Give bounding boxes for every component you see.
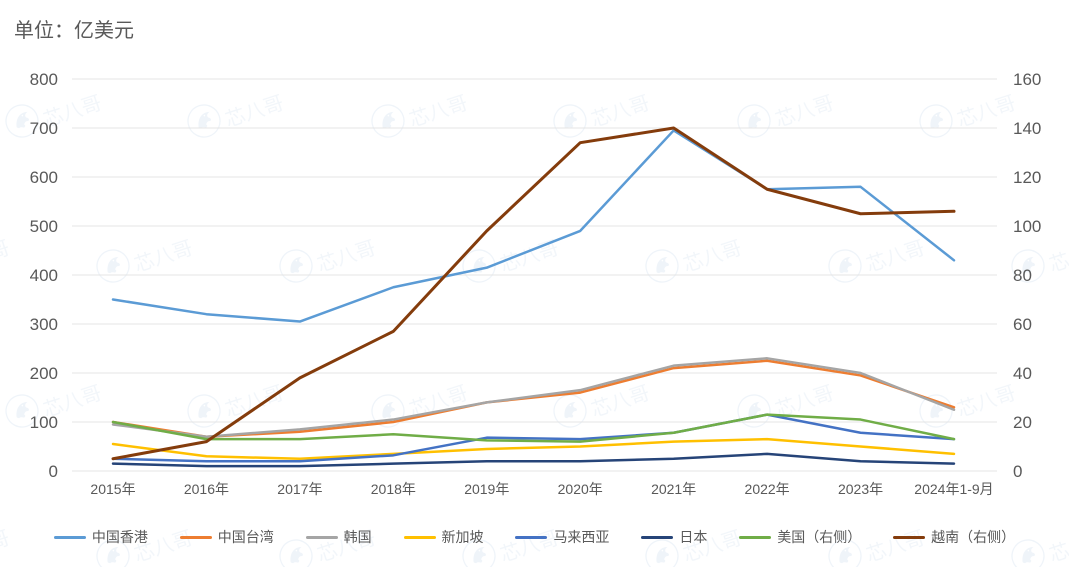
svg-text:2021年: 2021年 [651, 481, 696, 497]
svg-text:0: 0 [1013, 462, 1022, 481]
svg-text:2019年: 2019年 [464, 481, 509, 497]
svg-text:200: 200 [30, 364, 58, 383]
svg-text:40: 40 [1013, 364, 1032, 383]
svg-text:100: 100 [30, 413, 58, 432]
svg-text:120: 120 [1013, 168, 1041, 187]
svg-text:160: 160 [1013, 70, 1041, 89]
svg-text:400: 400 [30, 266, 58, 285]
svg-text:2017年: 2017年 [277, 481, 322, 497]
svg-text:0: 0 [49, 462, 58, 481]
svg-text:2015年: 2015年 [90, 481, 135, 497]
svg-text:800: 800 [30, 70, 58, 89]
svg-text:2024年1-9月: 2024年1-9月 [914, 481, 993, 497]
svg-text:2022年: 2022年 [745, 481, 790, 497]
svg-text:700: 700 [30, 119, 58, 138]
svg-text:2018年: 2018年 [371, 481, 416, 497]
svg-text:500: 500 [30, 217, 58, 236]
svg-text:100: 100 [1013, 217, 1041, 236]
svg-text:140: 140 [1013, 119, 1041, 138]
svg-text:300: 300 [30, 315, 58, 334]
svg-text:2023年: 2023年 [838, 481, 883, 497]
svg-text:60: 60 [1013, 315, 1032, 334]
svg-text:80: 80 [1013, 266, 1032, 285]
svg-text:2016年: 2016年 [184, 481, 229, 497]
svg-text:2020年: 2020年 [558, 481, 603, 497]
svg-text:20: 20 [1013, 413, 1032, 432]
svg-text:600: 600 [30, 168, 58, 187]
